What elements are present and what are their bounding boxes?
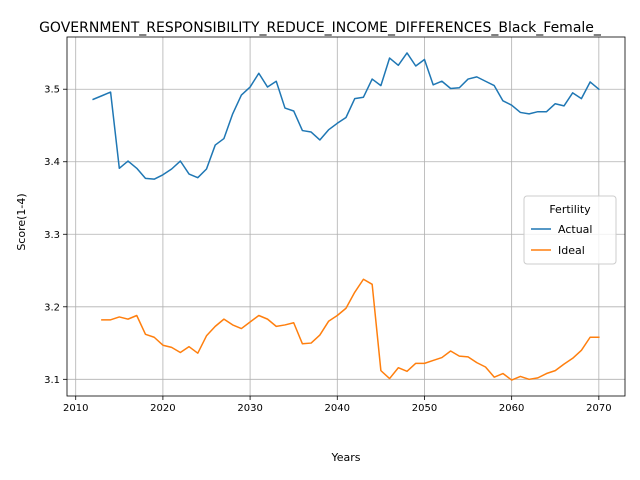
- y-tick-label: 3.2: [44, 302, 60, 313]
- legend-box: [523, 195, 617, 265]
- x-tick-label: 2030: [237, 403, 262, 414]
- x-tick-label: 2060: [499, 403, 524, 414]
- legend-title: Fertility: [549, 203, 591, 216]
- y-tick-label: 3.1: [44, 375, 60, 386]
- y-tick-label: 3.4: [44, 157, 60, 168]
- x-tick-label: 2040: [325, 403, 350, 414]
- series-line-ideal: [101, 278, 600, 381]
- x-tick-label: 2050: [412, 403, 437, 414]
- y-axis-label: Score(1-4): [15, 193, 28, 250]
- legend-label-ideal: Ideal: [558, 244, 585, 257]
- x-tick-label: 2070: [586, 403, 611, 414]
- axis-ticks: 2010 2020 2030 2040 2050 2060 2070 3.1 3.2 3.3 3.4…: [44, 85, 611, 414]
- legend: Fertility Actual Ideal: [523, 195, 617, 265]
- series-line-actual: [92, 52, 600, 180]
- y-tick-label: 3.5: [44, 85, 60, 96]
- plot-frame: [66, 36, 626, 397]
- legend-label-actual: Actual: [558, 223, 592, 236]
- series-layer: [92, 52, 600, 381]
- chart-title: GOVERNMENT_RESPONSIBILITY_REDUCE_INCOME_…: [39, 20, 602, 36]
- x-tick-label: 2020: [150, 403, 175, 414]
- y-tick-label: 3.3: [44, 230, 60, 241]
- x-axis-label: Years: [330, 451, 360, 464]
- x-tick-label: 2010: [63, 403, 88, 414]
